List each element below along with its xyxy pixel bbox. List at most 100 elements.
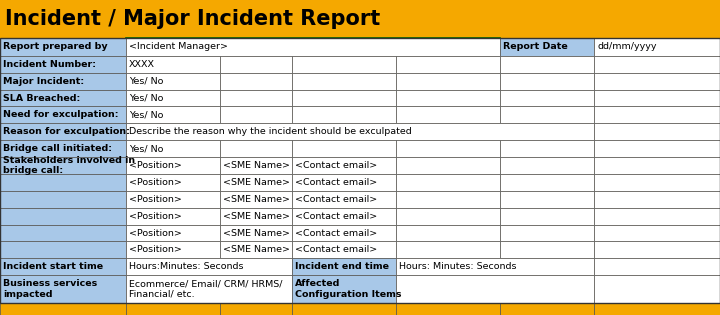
Text: <Position>: <Position>: [129, 195, 182, 204]
Bar: [126, 225, 220, 242]
Bar: [0, 56, 126, 73]
Bar: [220, 174, 292, 191]
Bar: [220, 73, 292, 89]
Text: Hours:Minutes: Seconds: Hours:Minutes: Seconds: [129, 262, 243, 271]
Text: <Contact email>: <Contact email>: [295, 228, 377, 238]
Bar: [0, 73, 126, 89]
Bar: [126, 106, 220, 123]
Text: SLA Breached:: SLA Breached:: [3, 94, 80, 103]
Bar: [396, 225, 500, 242]
Bar: [500, 242, 594, 258]
Text: <SME Name>: <SME Name>: [223, 161, 290, 170]
Bar: [396, 275, 594, 303]
Bar: [0, 106, 126, 123]
Text: <Position>: <Position>: [129, 245, 182, 255]
Bar: [396, 106, 500, 123]
Bar: [500, 208, 594, 225]
Bar: [500, 303, 594, 315]
Bar: [0, 38, 720, 303]
Bar: [500, 106, 594, 123]
Bar: [220, 191, 292, 208]
Text: Affected
Configuration Items: Affected Configuration Items: [295, 279, 402, 299]
Bar: [396, 140, 500, 157]
Bar: [126, 38, 500, 56]
Bar: [594, 303, 720, 315]
Text: Yes/ No: Yes/ No: [129, 111, 163, 119]
Bar: [594, 225, 720, 242]
Text: XXXX: XXXX: [129, 60, 155, 69]
Bar: [0, 258, 126, 275]
Bar: [292, 73, 396, 89]
Text: Report prepared by: Report prepared by: [3, 43, 107, 51]
Bar: [500, 38, 594, 56]
Bar: [292, 174, 396, 191]
Bar: [126, 140, 220, 157]
Bar: [126, 123, 594, 140]
Bar: [220, 303, 292, 315]
Bar: [500, 89, 594, 106]
Bar: [126, 89, 220, 106]
Bar: [594, 258, 720, 275]
Bar: [0, 89, 126, 106]
Bar: [500, 73, 594, 89]
Text: <Position>: <Position>: [129, 178, 182, 187]
Bar: [292, 225, 396, 242]
Bar: [220, 208, 292, 225]
Bar: [0, 303, 126, 315]
Bar: [594, 208, 720, 225]
Bar: [594, 140, 720, 157]
Bar: [0, 191, 126, 208]
Bar: [0, 38, 126, 56]
Bar: [126, 258, 292, 275]
Text: <Contact email>: <Contact email>: [295, 161, 377, 170]
Bar: [0, 242, 126, 258]
Bar: [594, 89, 720, 106]
Bar: [500, 56, 594, 73]
Bar: [0, 140, 126, 157]
Bar: [594, 38, 720, 56]
Bar: [594, 191, 720, 208]
Bar: [292, 258, 396, 275]
Bar: [0, 0, 720, 38]
Bar: [0, 174, 126, 191]
Bar: [126, 275, 292, 303]
Bar: [396, 56, 500, 73]
Text: <Contact email>: <Contact email>: [295, 195, 377, 204]
Bar: [292, 275, 396, 303]
Bar: [0, 303, 720, 315]
Bar: [126, 73, 220, 89]
Bar: [220, 89, 292, 106]
Text: <Contact email>: <Contact email>: [295, 178, 377, 187]
Bar: [594, 73, 720, 89]
Bar: [500, 191, 594, 208]
Bar: [292, 303, 396, 315]
Bar: [594, 242, 720, 258]
Bar: [126, 157, 220, 174]
Bar: [396, 258, 594, 275]
Bar: [220, 56, 292, 73]
Bar: [126, 191, 220, 208]
Bar: [0, 225, 126, 242]
Text: Report Date: Report Date: [503, 43, 568, 51]
Text: Stakeholders involved in
bridge call:: Stakeholders involved in bridge call:: [3, 156, 135, 175]
Bar: [0, 123, 126, 140]
Text: Reason for exculpation:: Reason for exculpation:: [3, 127, 130, 136]
Text: Business services
impacted: Business services impacted: [3, 279, 97, 299]
Text: <Contact email>: <Contact email>: [295, 245, 377, 255]
Bar: [594, 56, 720, 73]
Text: <Incident Manager>: <Incident Manager>: [129, 43, 228, 51]
Bar: [594, 275, 720, 303]
Text: Yes/ No: Yes/ No: [129, 144, 163, 153]
Text: Need for exculpation:: Need for exculpation:: [3, 111, 119, 119]
Bar: [292, 89, 396, 106]
Bar: [396, 73, 500, 89]
Bar: [500, 157, 594, 174]
Bar: [126, 56, 220, 73]
Text: Ecommerce/ Email/ CRM/ HRMS/
Financial/ etc.: Ecommerce/ Email/ CRM/ HRMS/ Financial/ …: [129, 279, 282, 299]
Text: <Position>: <Position>: [129, 212, 182, 220]
Text: <Contact email>: <Contact email>: [295, 212, 377, 220]
Bar: [396, 174, 500, 191]
Bar: [0, 275, 126, 303]
Bar: [594, 157, 720, 174]
Text: <Position>: <Position>: [129, 161, 182, 170]
